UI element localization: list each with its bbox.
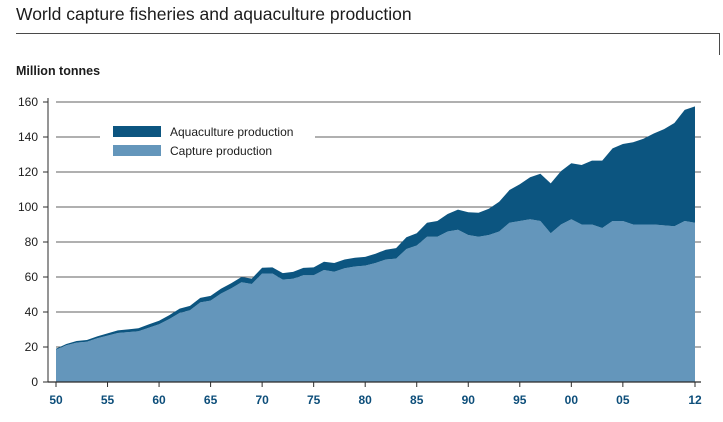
- y-tick-label-140: 140: [18, 130, 38, 144]
- x-tick-label-90: 90: [462, 393, 476, 407]
- legend-label-aquaculture-production: Aquaculture production: [170, 125, 293, 139]
- y-tick-label-80: 80: [25, 235, 39, 249]
- x-tick-label-60: 60: [152, 393, 166, 407]
- legend-swatch-capture-production: [113, 145, 161, 156]
- series-areas: [56, 106, 695, 382]
- y-tick-label-40: 40: [25, 305, 39, 319]
- y-tick-label-0: 0: [31, 375, 38, 389]
- y-tick-label-20: 20: [25, 340, 39, 354]
- x-tick-label-12: 12: [688, 393, 702, 407]
- y-tick-label-60: 60: [25, 270, 39, 284]
- axes: [43, 98, 701, 387]
- y-tick-label-100: 100: [18, 200, 38, 214]
- chart-title: World capture fisheries and aquaculture …: [16, 4, 412, 24]
- x-tick-label-80: 80: [359, 393, 373, 407]
- x-tick-label-75: 75: [307, 393, 321, 407]
- y-axis-label: Million tonnes: [16, 64, 101, 78]
- x-tick-label-95: 95: [513, 393, 527, 407]
- y-tick-labels: 0 20 40 60 80 100 120 140 160: [18, 95, 38, 389]
- x-tick-label-00: 00: [565, 393, 579, 407]
- x-tick-label-70: 70: [255, 393, 269, 407]
- x-tick-label-50: 50: [49, 393, 63, 407]
- legend: Aquaculture production Capture production: [100, 120, 315, 162]
- legend-label-capture-production: Capture production: [170, 144, 272, 158]
- title-rule: [16, 33, 720, 34]
- x-tick-labels: 50 55 60 65 70 75 80 85 90 95 00 05 12: [49, 393, 702, 407]
- x-tick-label-05: 05: [616, 393, 630, 407]
- x-tick-label-85: 85: [410, 393, 424, 407]
- legend-swatch-aquaculture-production: [113, 126, 161, 137]
- x-tick-label-65: 65: [204, 393, 218, 407]
- y-tick-label-160: 160: [18, 95, 38, 109]
- y-tick-label-120: 120: [18, 165, 38, 179]
- series-capture-production: [56, 219, 695, 382]
- x-tick-label-55: 55: [101, 393, 115, 407]
- title-rule-corner: [719, 33, 720, 55]
